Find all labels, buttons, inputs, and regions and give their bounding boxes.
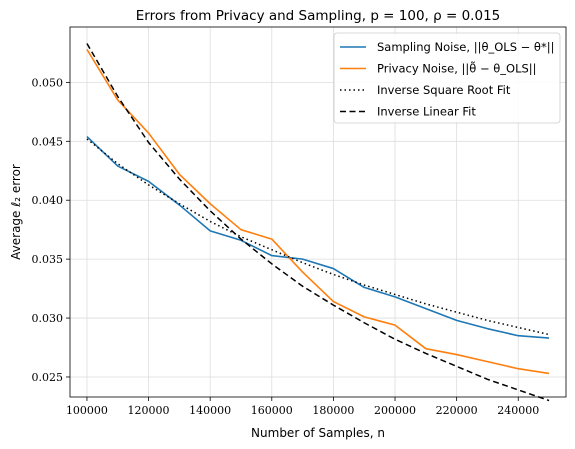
y-tick-label: 0.030 [32, 312, 64, 325]
x-axis-label: Number of Samples, n [251, 426, 385, 440]
x-tick-label: 140000 [189, 404, 231, 417]
x-tick-label: 100000 [66, 404, 108, 417]
legend: Sampling Noise, ||θ_OLS − θ*|| Privacy No… [333, 32, 561, 124]
x-tick-label: 200000 [374, 404, 416, 417]
y-tick-label: 0.050 [32, 76, 64, 89]
series-line-sampling-noise [86, 136, 550, 339]
legend-label: Sampling Noise, ||θ_OLS − θ*|| [377, 40, 554, 54]
chart-title: Errors from Privacy and Sampling, p = 10… [136, 8, 501, 24]
x-axis-ticks: 100000 120000 140000 160000 180000 200000 2200… [66, 397, 539, 417]
y-tick-label: 0.045 [32, 135, 64, 148]
y-tick-label: 0.025 [32, 371, 64, 384]
y-axis-ticks: 0.025 0.030 0.035 0.040 0.045 0.050 [32, 76, 70, 384]
series-line-inverse-square-root-fit [86, 138, 550, 336]
y-tick-label: 0.040 [32, 194, 64, 207]
legend-label: Privacy Noise, ||θ̃ − θ_OLS|| [377, 60, 537, 75]
y-tick-label: 0.035 [32, 253, 64, 266]
y-axis-label: Average ℓ₂ error [9, 164, 23, 260]
x-tick-label: 220000 [436, 404, 478, 417]
x-tick-label: 180000 [312, 404, 354, 417]
series-line-inverse-linear-fit [86, 43, 550, 402]
legend-box [333, 32, 561, 124]
x-tick-label: 120000 [128, 404, 170, 417]
legend-label: Inverse Linear Fit [377, 105, 476, 119]
legend-label: Inverse Square Root Fit [377, 83, 511, 97]
x-tick-label: 240000 [497, 404, 539, 417]
series-line-privacy-noise [86, 48, 550, 375]
x-tick-label: 160000 [251, 404, 293, 417]
series-group [86, 43, 550, 402]
plot-frame [69, 26, 567, 398]
